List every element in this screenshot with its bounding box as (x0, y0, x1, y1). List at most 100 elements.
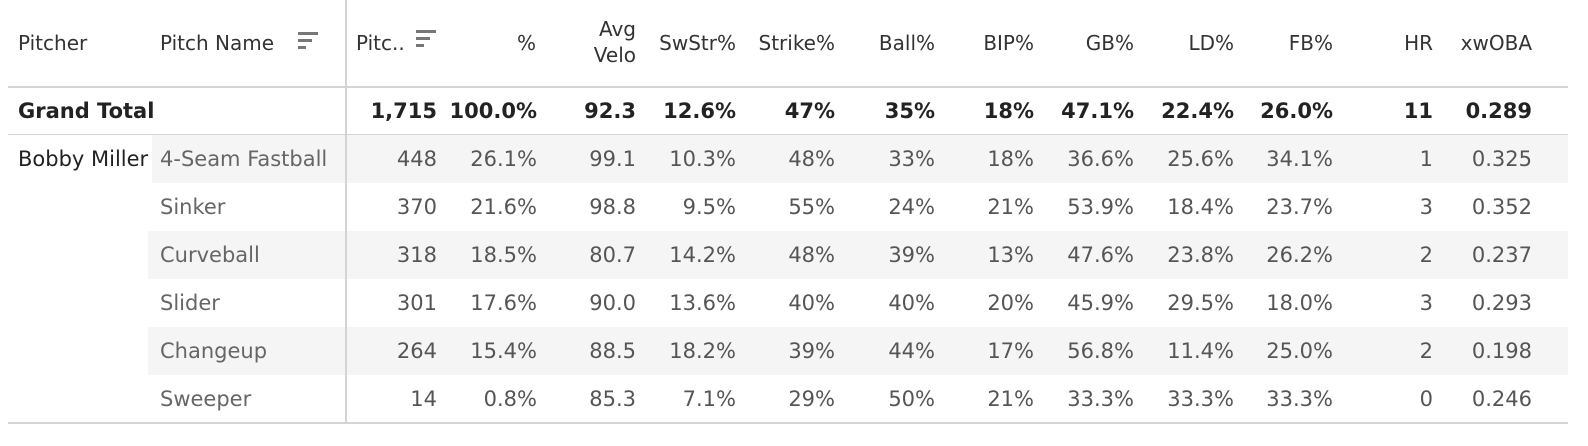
table-row[interactable]: Changeup 264 15.4% 88.5 18.2% 39% 44% 17% 56.8% 1… (8, 327, 1568, 375)
percent-cell: 18.5% (470, 243, 537, 267)
pitches-cell: 370 (396, 195, 437, 219)
strike-cell: 29% (788, 387, 835, 411)
percent-cell: 21.6% (470, 195, 537, 219)
pitches-cell: 264 (396, 339, 437, 363)
table-row[interactable]: Slider 301 17.6% 90.0 13.6% 40% 40% 20% 45.9% 29.… (8, 279, 1568, 327)
header-avg-velo-line2: Velo (593, 43, 636, 67)
xwoba-cell: 0.293 (1471, 291, 1532, 315)
pitch-name-cell: Sinker (160, 195, 226, 219)
pitcher-name[interactable]: Bobby Miller (18, 135, 153, 183)
percent-cell: 26.1% (470, 147, 537, 171)
fb-cell: 18.0% (1266, 291, 1333, 315)
swstr-cell: 14.2% (669, 243, 736, 267)
swstr-cell: 13.6% (669, 291, 736, 315)
xwoba-cell: 0.246 (1471, 387, 1532, 411)
header-swstr[interactable]: SwStr% (659, 31, 736, 55)
header-divider (8, 86, 1568, 88)
gb-cell: 56.8% (1067, 339, 1134, 363)
grand-total-avg-velo: 92.3 (584, 99, 636, 123)
header-avg-velo-line1: Avg (598, 17, 636, 41)
header-bip[interactable]: BIP% (983, 31, 1034, 55)
sort-icon[interactable] (416, 30, 438, 52)
pitch-name-cell: Changeup (160, 339, 268, 363)
ld-cell: 29.5% (1167, 291, 1234, 315)
bip-cell: 13% (987, 243, 1034, 267)
header-fb[interactable]: FB% (1288, 31, 1333, 55)
gb-cell: 45.9% (1067, 291, 1134, 315)
grand-total-swstr: 12.6% (663, 99, 736, 123)
percent-cell: 0.8% (483, 387, 537, 411)
column-divider (345, 0, 347, 422)
grand-total-pitches: 1,715 (370, 99, 437, 123)
xwoba-cell: 0.352 (1471, 195, 1532, 219)
grand-total-ball: 35% (884, 99, 935, 123)
hr-cell: 2 (1419, 243, 1433, 267)
header-avg-velo[interactable]: Avg Velo (594, 16, 636, 68)
fb-cell: 34.1% (1266, 147, 1333, 171)
grand-total-percent: 100.0% (449, 99, 537, 123)
hr-cell: 1 (1419, 147, 1433, 171)
header-strike[interactable]: Strike% (758, 31, 836, 55)
fb-cell: 23.7% (1266, 195, 1333, 219)
strike-cell: 39% (788, 339, 835, 363)
avg-velo-cell: 88.5 (589, 339, 636, 363)
header-gb[interactable]: GB% (1085, 31, 1134, 55)
pitches-cell: 448 (396, 147, 437, 171)
grand-total-row[interactable]: Grand Total 1,715 100.0% 92.3 12.6% 47% … (8, 87, 1568, 135)
header-ld[interactable]: LD% (1188, 31, 1234, 55)
swstr-cell: 10.3% (669, 147, 736, 171)
grand-total-xwoba: 0.289 (1465, 99, 1532, 123)
ball-cell: 40% (888, 291, 935, 315)
table-row[interactable]: Curveball 318 18.5% 80.7 14.2% 48% 39% 13% 47.6%… (8, 231, 1568, 279)
pitches-cell: 14 (410, 387, 437, 411)
swstr-cell: 9.5% (682, 195, 736, 219)
header-percent[interactable]: % (516, 31, 536, 55)
pitcher-cell-blank (8, 183, 148, 231)
table-row[interactable]: Sweeper 14 0.8% 85.3 7.1% 29% 50% 21% 33.3% 33.3%… (8, 375, 1568, 423)
percent-cell: 15.4% (470, 339, 537, 363)
ball-cell: 33% (888, 147, 935, 171)
xwoba-cell: 0.237 (1471, 243, 1532, 267)
header-hr[interactable]: HR (1404, 31, 1433, 55)
avg-velo-cell: 98.8 (589, 195, 636, 219)
table-row[interactable]: Sinker 370 21.6% 98.8 9.5% 55% 24% 21% 53.9% 18.4… (8, 183, 1568, 231)
header-pitch-name[interactable]: Pitch Name (160, 31, 275, 55)
ball-cell: 50% (888, 387, 935, 411)
grand-total-hr: 11 (1403, 99, 1433, 123)
avg-velo-cell: 90.0 (589, 291, 636, 315)
ld-cell: 25.6% (1167, 147, 1234, 171)
strike-cell: 55% (788, 195, 835, 219)
gb-cell: 33.3% (1067, 387, 1134, 411)
hr-cell: 3 (1419, 291, 1433, 315)
fb-cell: 25.0% (1266, 339, 1333, 363)
sort-icon[interactable] (298, 32, 320, 54)
grand-total-gb: 47.1% (1061, 99, 1134, 123)
table-row[interactable]: 4-Seam Fastball 448 26.1% 99.1 10.3% 48% 33% 18… (8, 135, 1568, 183)
ball-cell: 24% (888, 195, 935, 219)
grand-total-strike: 47% (784, 99, 835, 123)
xwoba-cell: 0.198 (1471, 339, 1532, 363)
ld-cell: 18.4% (1167, 195, 1234, 219)
pitch-name-cell: 4-Seam Fastball (160, 147, 328, 171)
header-pitcher[interactable]: Pitcher (18, 31, 88, 55)
header-pitches[interactable]: Pitc.. (356, 31, 405, 55)
ball-cell: 39% (888, 243, 935, 267)
grand-total-bip: 18% (983, 99, 1034, 123)
avg-velo-cell: 85.3 (589, 387, 636, 411)
bip-cell: 21% (987, 387, 1034, 411)
strike-cell: 48% (788, 243, 835, 267)
bip-cell: 20% (987, 291, 1034, 315)
gb-cell: 36.6% (1067, 147, 1134, 171)
hr-cell: 2 (1419, 339, 1433, 363)
strike-cell: 48% (788, 147, 835, 171)
ld-cell: 33.3% (1167, 387, 1234, 411)
grand-total-label: Grand Total (18, 99, 155, 123)
hr-cell: 0 (1419, 387, 1433, 411)
pitch-name-cell: Sweeper (160, 387, 252, 411)
header-xwoba[interactable]: xwOBA (1460, 31, 1532, 55)
pitches-cell: 318 (396, 243, 437, 267)
strike-cell: 40% (788, 291, 835, 315)
header-ball[interactable]: Ball% (878, 31, 935, 55)
pitcher-cell-blank (8, 327, 148, 375)
